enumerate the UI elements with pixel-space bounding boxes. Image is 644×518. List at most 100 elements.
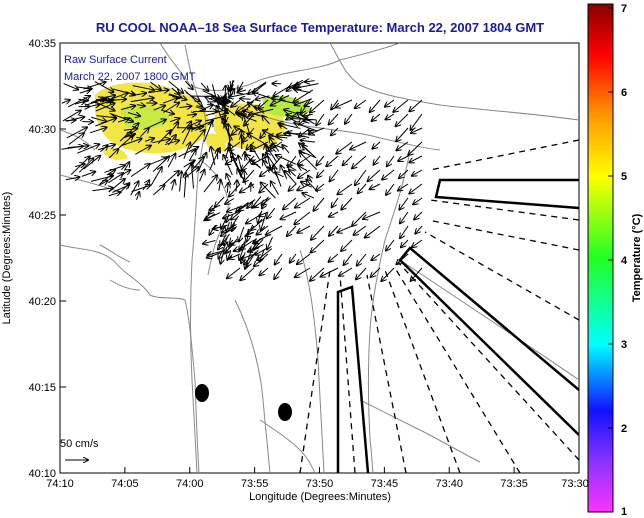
current-vector xyxy=(285,171,297,185)
current-vector xyxy=(245,251,252,268)
current-vector xyxy=(259,183,269,193)
current-vector xyxy=(130,181,139,196)
current-vector xyxy=(290,253,297,263)
current-vector xyxy=(237,90,247,92)
x-axis-label: Longitude (Degrees:Minutes) xyxy=(249,491,391,503)
current-vector xyxy=(199,170,205,182)
current-vector xyxy=(297,253,311,264)
current-vector xyxy=(295,197,311,208)
current-vector xyxy=(268,167,275,174)
current-vector xyxy=(207,252,221,258)
current-vector xyxy=(286,83,299,90)
colorbar-tick-label: 7 xyxy=(621,3,627,15)
current-vector xyxy=(226,213,229,222)
y-tick-label: 40:15 xyxy=(28,382,56,394)
current-vector xyxy=(300,140,316,142)
current-vector xyxy=(83,82,106,90)
current-vector xyxy=(132,85,154,90)
current-vector xyxy=(332,197,339,207)
current-vector xyxy=(271,181,279,195)
x-tick-label: 73:45 xyxy=(371,478,399,490)
current-vector xyxy=(252,92,277,101)
marker-dot xyxy=(278,403,292,421)
current-vector xyxy=(247,133,269,146)
current-vector xyxy=(345,113,353,124)
current-vector xyxy=(261,212,267,230)
current-vector xyxy=(336,99,353,107)
current-vector xyxy=(254,237,264,244)
x-tick-label: 74:10 xyxy=(46,478,74,490)
current-vector xyxy=(68,133,84,145)
current-vector xyxy=(109,112,133,121)
current-vector xyxy=(357,253,367,266)
current-vector xyxy=(227,251,230,259)
marker-dot xyxy=(195,384,209,402)
current-vector xyxy=(275,173,284,177)
current-vector xyxy=(92,188,113,191)
current-vector xyxy=(266,225,283,235)
x-tick-label: 73:40 xyxy=(435,478,463,490)
current-vector xyxy=(381,267,395,281)
current-vector xyxy=(240,99,251,100)
y-tick-label: 40:25 xyxy=(28,210,56,222)
current-vector xyxy=(371,267,381,277)
current-vector xyxy=(330,169,339,181)
current-vector xyxy=(371,253,381,260)
current-vector xyxy=(184,80,192,89)
current-vector xyxy=(238,169,242,179)
current-vector xyxy=(280,211,297,219)
scale-label: 50 cm/s xyxy=(60,438,99,450)
current-vector xyxy=(396,141,409,150)
current-vector xyxy=(108,192,121,196)
current-vector xyxy=(294,211,311,224)
current-vector xyxy=(65,177,79,180)
current-vector xyxy=(337,225,353,232)
current-vector xyxy=(399,197,409,210)
current-vector xyxy=(386,239,395,251)
current-vector xyxy=(187,121,201,128)
current-vector xyxy=(246,232,255,235)
current-vector xyxy=(365,225,381,238)
current-vector xyxy=(179,106,191,107)
current-vector xyxy=(100,145,107,153)
current-vector xyxy=(203,175,217,193)
current-vector xyxy=(184,89,202,107)
current-vector xyxy=(108,149,118,159)
current-vector xyxy=(246,213,262,223)
current-vector xyxy=(326,155,339,166)
current-vector xyxy=(372,113,381,121)
colorbar-ticks: 1 2 3 4 5 6 7 xyxy=(608,3,628,518)
overlay-line1: Raw Surface Current xyxy=(64,54,167,66)
current-vector xyxy=(197,105,213,113)
current-vector xyxy=(81,172,96,177)
current-vector xyxy=(287,225,297,236)
current-vector xyxy=(393,99,409,112)
current-vector xyxy=(401,239,409,247)
current-vector xyxy=(311,239,325,253)
current-vector xyxy=(336,141,353,154)
current-vector xyxy=(412,239,423,247)
current-vector xyxy=(135,146,151,155)
current-vector xyxy=(224,86,225,108)
current-vector xyxy=(295,267,311,277)
current-vector xyxy=(227,183,228,193)
current-vector xyxy=(162,98,177,104)
current-vector xyxy=(130,98,154,103)
current-vector xyxy=(215,196,225,207)
current-vector xyxy=(220,250,223,263)
y-ticks: 40:35 40:30 40:25 40:20 40:15 40:10 xyxy=(28,38,66,480)
current-vector xyxy=(289,183,297,191)
current-vector xyxy=(101,95,116,98)
current-vector xyxy=(136,93,146,95)
current-vector xyxy=(343,155,353,165)
current-vector xyxy=(355,169,367,185)
current-vector xyxy=(183,167,198,179)
current-vector xyxy=(385,113,395,119)
current-vector xyxy=(122,139,142,146)
current-vector xyxy=(168,122,178,135)
colorbar-label: Temperature (°C) xyxy=(631,213,643,302)
current-vector xyxy=(140,128,148,138)
current-vector xyxy=(241,252,246,263)
current-vector xyxy=(98,181,108,186)
current-vector xyxy=(152,156,169,172)
